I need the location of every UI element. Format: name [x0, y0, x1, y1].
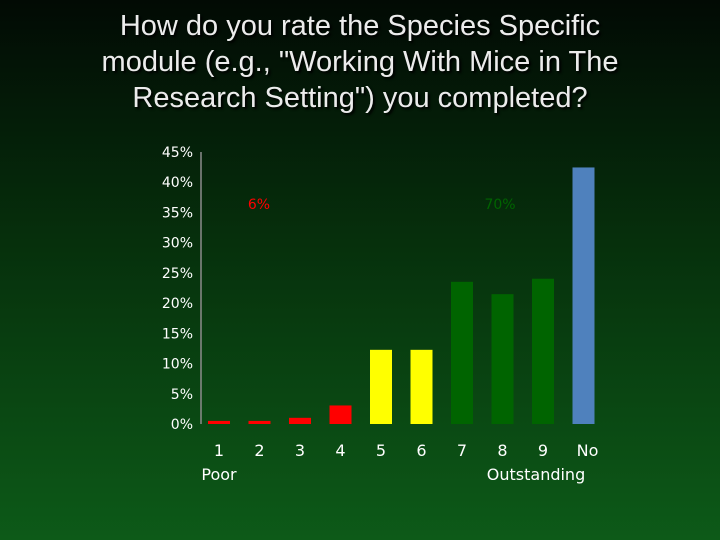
- y-axis: 0% 5% 10% 15% 20% 25% 30% 35% 40% 45%: [162, 145, 202, 433]
- bar-No: [572, 167, 595, 425]
- bar-2: [248, 420, 271, 424]
- x-tick-label: 2: [254, 441, 264, 460]
- x-tick-label: 1: [214, 441, 224, 460]
- bar-3: [289, 417, 311, 424]
- x-tick-label: 4: [335, 441, 345, 460]
- y-tick-label: 15%: [162, 326, 193, 342]
- bar-1: [208, 420, 230, 424]
- annotations: 6% 70%: [248, 197, 516, 213]
- y-tick-label: 40%: [162, 175, 193, 191]
- chart-title-line-1: How do you rate the Species Specific: [119, 10, 601, 42]
- chart-title-line-2: module (e.g., "Working With Mice in The: [101, 46, 619, 78]
- bar-5: [370, 349, 392, 424]
- y-tick-label: 30%: [162, 236, 193, 252]
- annotation-label: 6%: [248, 197, 270, 213]
- bar-6: [410, 349, 433, 424]
- y-tick-label: 5%: [171, 387, 193, 403]
- annotation-label: 70%: [484, 197, 515, 213]
- chart-title-line-3: Research Setting") you completed?: [132, 82, 588, 114]
- x-axis-labels: 1 2 3 4 5 6 7 8 9 No Poor Outstanding: [201, 441, 598, 484]
- x-sublabel-outstanding: Outstanding: [487, 465, 585, 484]
- bars: [208, 167, 595, 425]
- x-tick-label: 6: [416, 441, 426, 460]
- x-tick-label: No: [577, 441, 599, 460]
- x-tick-label: 9: [538, 441, 548, 460]
- chart-title: How do you rate the Species Specific mod…: [40, 8, 680, 116]
- x-tick-label: 8: [497, 441, 507, 460]
- y-tick-label: 10%: [162, 357, 193, 373]
- y-tick-label: 45%: [162, 145, 193, 161]
- bar-9: [532, 278, 554, 424]
- y-tick-label: 25%: [162, 266, 193, 282]
- bar-8: [491, 294, 514, 424]
- bar-7: [451, 281, 473, 424]
- x-sublabel-poor: Poor: [201, 465, 237, 484]
- y-tick-label: 0%: [171, 417, 193, 433]
- y-tick-label: 35%: [162, 205, 193, 221]
- x-tick-label: 7: [457, 441, 467, 460]
- x-tick-label: 3: [295, 441, 305, 460]
- bar-4: [329, 405, 352, 424]
- x-tick-label: 5: [376, 441, 386, 460]
- y-tick-label: 20%: [162, 296, 193, 312]
